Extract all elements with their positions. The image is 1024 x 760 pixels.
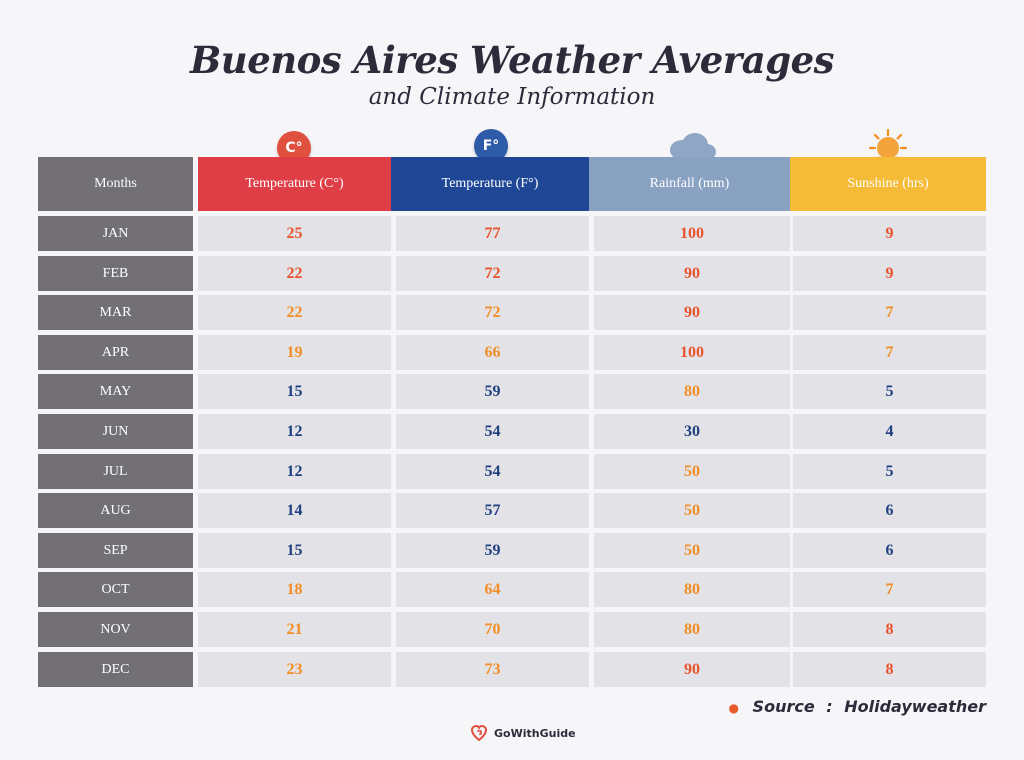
page-subtitle: and Climate Information bbox=[368, 84, 656, 110]
temp-f-cell: 54 bbox=[396, 454, 589, 489]
sunshine-cell: 9 bbox=[793, 216, 986, 251]
rainfall-cell: 30 bbox=[594, 414, 790, 449]
rainfall-cell: 90 bbox=[594, 652, 790, 687]
temp-c-cell: 23 bbox=[198, 652, 391, 687]
month-cell: AUG bbox=[38, 493, 193, 528]
rainfall-cell: 100 bbox=[594, 216, 790, 251]
temp-c-cell: 25 bbox=[198, 216, 391, 251]
header-sunshine: Sunshine (hrs) bbox=[790, 157, 986, 211]
brand-logo: GoWithGuide bbox=[470, 724, 576, 742]
temp-f-cell: 64 bbox=[396, 572, 589, 607]
sunshine-cell: 8 bbox=[793, 612, 986, 647]
month-cell: JAN bbox=[38, 216, 193, 251]
sunshine-cell: 6 bbox=[793, 493, 986, 528]
rain-cloud-icon bbox=[670, 133, 716, 169]
month-cell: SEP bbox=[38, 533, 193, 568]
page-title: Buenos Aires Weather Averages bbox=[190, 38, 834, 82]
temp-f-cell: 77 bbox=[396, 216, 589, 251]
source-label: Source bbox=[752, 697, 815, 716]
rainfall-cell: 80 bbox=[594, 374, 790, 409]
temp-c-cell: 18 bbox=[198, 572, 391, 607]
month-cell: JUN bbox=[38, 414, 193, 449]
header-months-label: Months bbox=[94, 176, 137, 191]
gowithguide-logo-icon bbox=[470, 724, 488, 742]
sunshine-cell: 5 bbox=[793, 454, 986, 489]
rainfall-cell: 80 bbox=[594, 572, 790, 607]
month-cell: MAY bbox=[38, 374, 193, 409]
sunshine-cell: 7 bbox=[793, 335, 986, 370]
sunshine-cell: 7 bbox=[793, 572, 986, 607]
sunshine-cell: 6 bbox=[793, 533, 986, 568]
temp-f-cell: 70 bbox=[396, 612, 589, 647]
month-cell: MAR bbox=[38, 295, 193, 330]
temp-f-cell: 72 bbox=[396, 256, 589, 291]
temp-c-cell: 15 bbox=[198, 533, 391, 568]
header-rainfall: Rainfall (mm) bbox=[589, 157, 790, 211]
header-months: Months bbox=[38, 157, 193, 211]
header-temp-c: Temperature (C°) bbox=[198, 157, 391, 211]
month-cell: JUL bbox=[38, 454, 193, 489]
rainfall-cell: 100 bbox=[594, 335, 790, 370]
temp-c-cell: 12 bbox=[198, 414, 391, 449]
rainfall-cell: 50 bbox=[594, 533, 790, 568]
source-separator: : bbox=[826, 697, 833, 716]
celsius-badge-label: C° bbox=[285, 140, 303, 156]
header-temp-f: Temperature (F°) bbox=[391, 157, 589, 211]
rainfall-cell: 50 bbox=[594, 493, 790, 528]
rainfall-cell: 90 bbox=[594, 256, 790, 291]
sunshine-cell: 7 bbox=[793, 295, 986, 330]
source-value: Holidayweather bbox=[844, 697, 986, 716]
temp-c-cell: 15 bbox=[198, 374, 391, 409]
temp-c-cell: 19 bbox=[198, 335, 391, 370]
month-cell: APR bbox=[38, 335, 193, 370]
sunshine-cell: 5 bbox=[793, 374, 986, 409]
temp-f-cell: 66 bbox=[396, 335, 589, 370]
header-temp-c-label: Temperature (C°) bbox=[245, 176, 344, 191]
header-sunshine-label: Sunshine (hrs) bbox=[847, 176, 929, 191]
sunshine-cell: 9 bbox=[793, 256, 986, 291]
header-temp-f-label: Temperature (F°) bbox=[441, 176, 539, 191]
rainfall-cell: 90 bbox=[594, 295, 790, 330]
logo-text: GoWithGuide bbox=[494, 726, 576, 740]
fahrenheit-badge-label: F° bbox=[482, 138, 500, 154]
sunshine-cell: 8 bbox=[793, 652, 986, 687]
temp-c-cell: 22 bbox=[198, 256, 391, 291]
temp-f-cell: 59 bbox=[396, 374, 589, 409]
rainfall-cell: 80 bbox=[594, 612, 790, 647]
month-cell: FEB bbox=[38, 256, 193, 291]
source-note: ● Source : Holidayweather bbox=[728, 697, 986, 716]
month-cell: NOV bbox=[38, 612, 193, 647]
month-cell: OCT bbox=[38, 572, 193, 607]
temp-c-cell: 12 bbox=[198, 454, 391, 489]
temp-f-cell: 72 bbox=[396, 295, 589, 330]
temp-c-cell: 22 bbox=[198, 295, 391, 330]
temp-f-cell: 57 bbox=[396, 493, 589, 528]
temp-c-cell: 21 bbox=[198, 612, 391, 647]
temp-f-cell: 54 bbox=[396, 414, 589, 449]
sunshine-cell: 4 bbox=[793, 414, 986, 449]
month-cell: DEC bbox=[38, 652, 193, 687]
temp-f-cell: 59 bbox=[396, 533, 589, 568]
temp-c-cell: 14 bbox=[198, 493, 391, 528]
rainfall-cell: 50 bbox=[594, 454, 790, 489]
bullet-icon: ● bbox=[728, 701, 739, 715]
header-rainfall-label: Rainfall (mm) bbox=[649, 176, 730, 191]
temp-f-cell: 73 bbox=[396, 652, 589, 687]
